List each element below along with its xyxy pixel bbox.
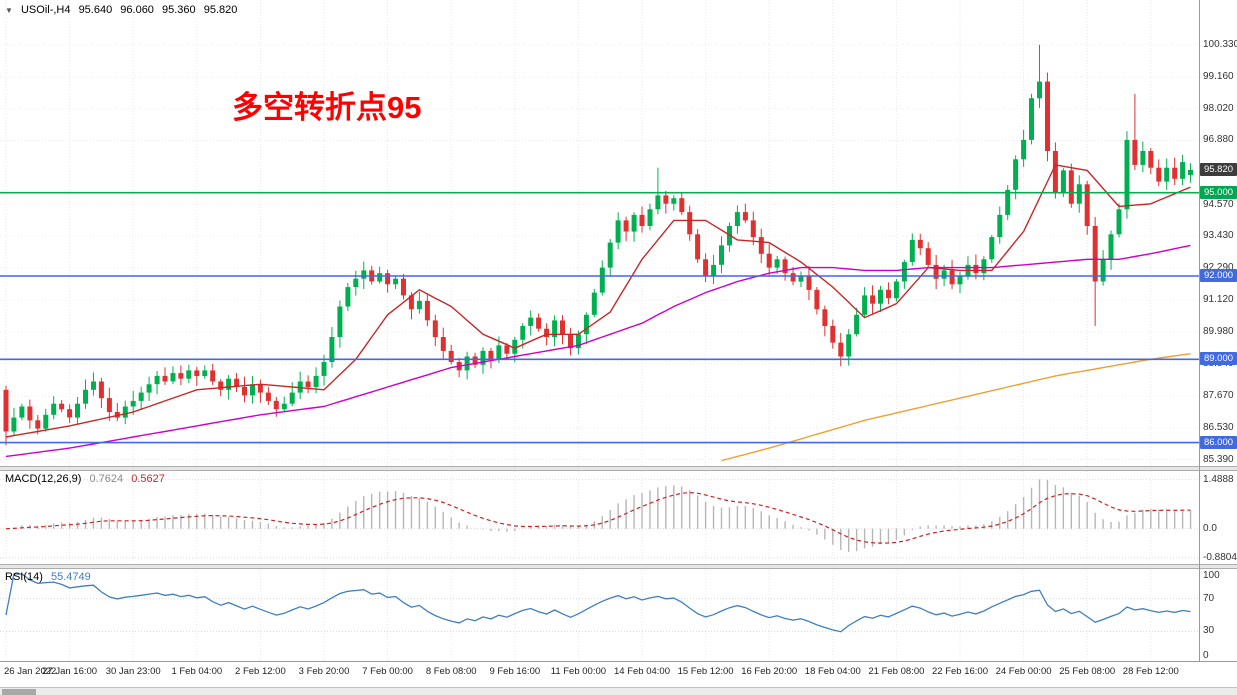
level-92-badge: 92.000 [1200,268,1237,282]
ma-fast-red [5,164,1191,438]
time-tick-label: 3 Feb 20:00 [298,666,350,677]
time-tick-label: 14 Feb 04:00 [614,666,670,677]
price-tick-label: 87.670 [1203,390,1234,402]
macd-indicator-label: MACD(12,26,9) [5,473,82,485]
rsi-tick-label: 0 [1203,650,1209,661]
macd-tick-label: -0.8804 [1203,551,1237,563]
time-tick-label: 27 Jan 16:00 [42,666,98,677]
price-tick-label: 86.530 [1203,421,1234,433]
time-tick-label: 22 Feb 16:00 [932,666,988,677]
price-axis: 100.330 99.160 98.020 96.880 94.570 93.430 92.… [1200,0,1237,661]
time-tick-label: 21 Feb 08:00 [868,666,925,677]
price-tick-label: 91.120 [1203,294,1234,306]
time-tick-label: 16 Feb 20:00 [741,666,798,677]
time-tick-label: 9 Feb 16:00 [489,666,541,677]
rsi-tick-label: 30 [1203,625,1215,637]
time-tick-label: 18 Feb 04:00 [804,666,861,677]
time-tick-label: 11 Feb 00:00 [550,666,607,677]
high-value: 96.060 [120,4,154,16]
low-value: 95.360 [162,4,196,16]
rsi-line [5,573,1191,633]
price-tick-label: 89.980 [1203,326,1234,338]
price-tick-label: 98.020 [1203,102,1234,114]
price-tick-label: 93.430 [1203,230,1234,242]
chart-header: ▼ USOil-,H4 95.640 96.060 95.360 95.820 [5,4,242,16]
time-tick-label: 7 Feb 00:00 [362,666,413,677]
grid [0,0,1199,661]
macd-signal-line [5,491,1191,544]
time-tick-label: 1 Feb 04:00 [171,666,223,677]
ma-slow-orange [721,353,1191,462]
time-tick-label: 24 Feb 00:00 [995,666,1052,677]
macd-tick-label: 0.0 [1203,522,1217,534]
open-value: 95.640 [78,4,113,16]
price-tick-label: 100.330 [1203,38,1237,50]
chart-annotation-text: 多空转折点95 [232,90,422,125]
time-tick-label: 25 Feb 08:00 [1059,666,1116,677]
level-86-badge: 86.000 [1200,435,1237,449]
time-tick-label: 8 Feb 08:00 [425,666,477,677]
close-value: 95.820 [203,4,238,16]
rsi-tick-label: 70 [1203,592,1215,604]
ma-mid-magenta [5,244,1191,458]
macd-tick-label: 1.4888 [1203,473,1234,485]
macd-signal-value: 0.5627 [131,473,165,485]
time-axis: 26 Jan 2022 27 Jan 16:00 30 Jan 23:00 1 Feb… [0,664,1237,686]
time-tick-label: 30 Jan 23:00 [105,666,161,677]
rsi-indicator-label: RSI(14) [5,571,43,583]
rsi-value: 55.4749 [50,571,91,583]
macd-histogram [13,479,1192,552]
level-95-badge: 95.000 [1200,185,1237,199]
scrollbar-thumb[interactable] [2,689,36,695]
candles [3,44,1193,446]
symbol-timeframe-label: USOil-,H4 [20,4,71,16]
time-tick-label: 2 Feb 12:00 [235,666,286,677]
time-tick-label: 15 Feb 12:00 [677,666,734,677]
price-tick-label: 94.570 [1203,198,1234,210]
macd-header: MACD(12,26,9) 0.7624 0.5627 [5,473,170,485]
horizontal-scrollbar[interactable] [0,687,1237,695]
price-tick-label: 99.160 [1203,71,1234,83]
time-tick-label: 28 Feb 12:00 [1122,666,1179,677]
time-tick-label: 26 Jan 2022 [4,666,57,677]
collapse-icon[interactable]: ▼ [5,6,13,15]
price-tick-label: 96.880 [1203,134,1234,146]
price-tick-label: 85.390 [1203,453,1234,465]
macd-main-value: 0.7624 [89,473,124,485]
level-89-badge: 89.000 [1200,352,1237,366]
rsi-tick-label: 100 [1203,570,1220,581]
price-tick-label: 92.290 [1203,261,1234,273]
current-price-badge: 95.820 [1200,162,1237,176]
rsi-header: RSI(14) 55.4749 [5,571,96,583]
